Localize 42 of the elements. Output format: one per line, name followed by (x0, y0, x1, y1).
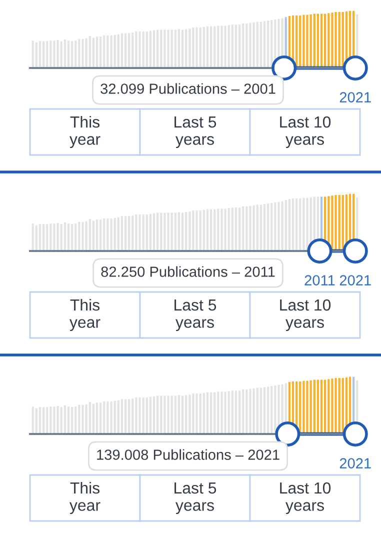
bar (334, 378, 337, 434)
bar (299, 15, 302, 68)
bar (313, 380, 316, 434)
bar (331, 196, 334, 251)
bar (338, 195, 340, 251)
text: 2021 (340, 275, 371, 286)
text: Last 5 years (174, 482, 216, 514)
bar (302, 14, 305, 68)
bar (310, 380, 312, 434)
bar (328, 13, 330, 68)
bar (320, 14, 323, 68)
text: Last 10 years (280, 299, 331, 332)
bar (334, 12, 337, 68)
bar (324, 380, 326, 434)
text: Last 10 years (280, 482, 331, 514)
text: 139.008 Publications – 2021 (97, 449, 280, 460)
bar (316, 380, 320, 434)
text: 2011 (304, 275, 335, 286)
bar (316, 14, 320, 68)
bar (331, 378, 334, 434)
bar (338, 12, 340, 68)
bar (302, 380, 305, 434)
bar (306, 380, 308, 434)
text: 2021 (340, 458, 371, 468)
text: 32.099 Publications – 2001 (100, 83, 276, 94)
text: This year (70, 482, 100, 514)
bar (306, 14, 308, 68)
bar (328, 379, 330, 434)
bar (334, 195, 337, 251)
text: 2021 (340, 92, 371, 102)
text: Last 5 years (174, 300, 216, 332)
text: This year (70, 116, 100, 148)
bar (324, 14, 326, 68)
text: Last 5 years (174, 116, 216, 148)
bar (338, 378, 340, 434)
bar (320, 380, 323, 434)
text: Last 10 years (280, 116, 331, 148)
bar (310, 14, 312, 68)
bar (313, 14, 316, 68)
text: 82.250 Publications – 2011 (101, 266, 275, 277)
text: This year (70, 298, 100, 332)
bar (331, 12, 334, 68)
